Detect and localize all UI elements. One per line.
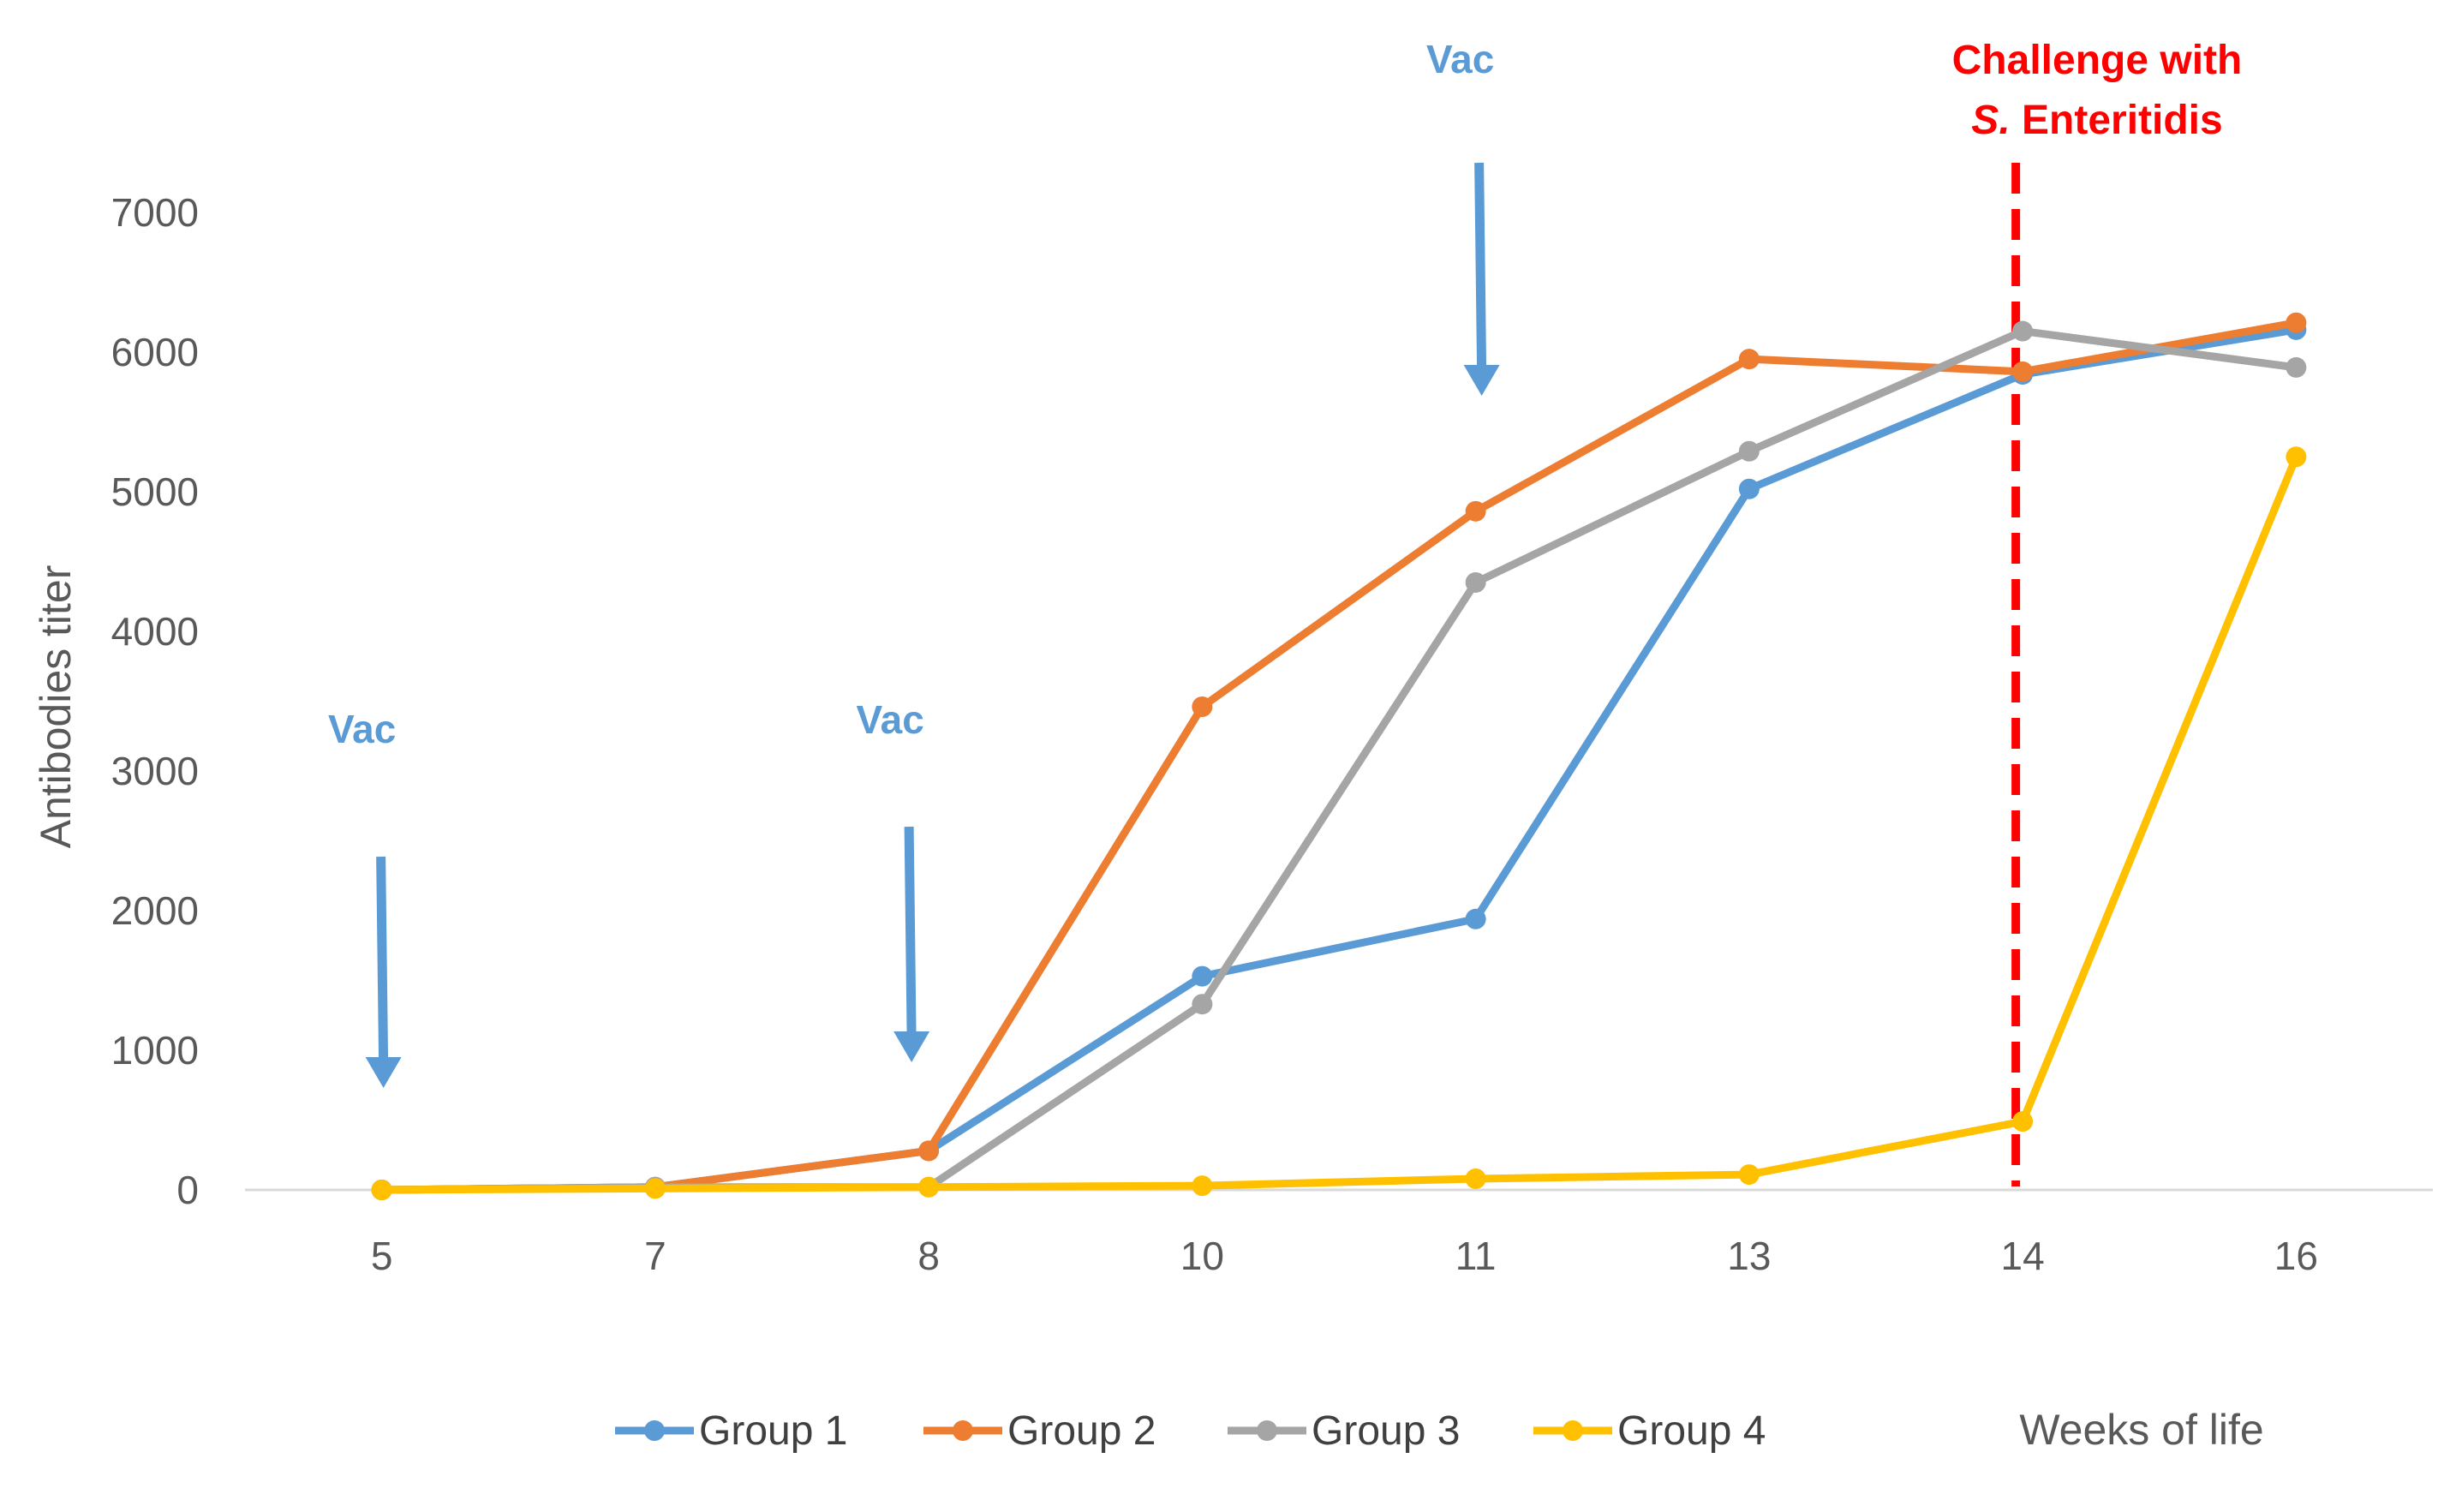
legend-item: Group 1 [615, 1408, 847, 1454]
legend-label: Group 2 [1007, 1408, 1156, 1454]
vac-arrow-shaft [1474, 162, 1487, 373]
challenge-label-line2: S. Enteritidis [1971, 98, 2222, 143]
vac-label: Vac [328, 707, 396, 751]
legend-swatch-marker [953, 1420, 973, 1441]
legend: Group 1 Group 2 Group 3 Group 4 [615, 1408, 1766, 1454]
data-point [1192, 696, 1213, 718]
data-point [1465, 1168, 1486, 1189]
challenge-label-line1: Challenge with [1952, 38, 2243, 83]
legend-swatch-marker [1563, 1420, 1583, 1441]
legend-item: Group 4 [1533, 1408, 1766, 1454]
y-tick-label: 3000 [111, 749, 199, 793]
vac-arrow-head [1463, 365, 1500, 396]
x-tick-label: 16 [2274, 1234, 2318, 1278]
data-point [1738, 440, 1760, 462]
x-tick-label: 8 [917, 1234, 940, 1278]
legend-swatch-marker [1257, 1420, 1277, 1441]
data-point [1192, 994, 1213, 1015]
x-tick-label: 5 [371, 1234, 393, 1278]
y-tick-label: 0 [176, 1168, 199, 1212]
vac-arrow-head [893, 1031, 930, 1062]
challenge-species-name: Enteritidis [2011, 98, 2223, 143]
data-point [1738, 1164, 1760, 1186]
y-tick-label: 4000 [111, 609, 199, 654]
legend-label: Group 4 [1617, 1408, 1766, 1454]
series-layer [371, 312, 2307, 1200]
data-point [2286, 356, 2307, 378]
data-point [1738, 478, 1760, 499]
data-point [1738, 349, 1760, 370]
y-tick-label: 6000 [111, 330, 199, 374]
challenge-annotation: Challenge with S. Enteritidis [1952, 38, 2243, 1186]
series-4 [371, 446, 2307, 1200]
x-axis-title: Weeks of life [2019, 1406, 2263, 1454]
data-point [2012, 320, 2034, 342]
y-tick-labels: 0 1000 2000 3000 4000 5000 6000 7000 [111, 190, 199, 1212]
series-line [378, 452, 2300, 1194]
series-line [378, 326, 2300, 1194]
vac-label: Vac [856, 697, 923, 742]
series-line [378, 327, 2300, 1194]
data-point [918, 1140, 940, 1162]
data-point [1192, 965, 1213, 987]
legend-label: Group 3 [1312, 1408, 1460, 1454]
vaccination-annotations: Vac Vac Vac [328, 37, 1500, 1088]
legend-item: Group 2 [923, 1408, 1156, 1454]
data-point [1465, 571, 1486, 593]
data-point [2012, 1111, 2034, 1133]
data-point [2012, 361, 2034, 382]
data-point [644, 1178, 666, 1199]
x-tick-labels: 5 7 8 10 11 13 14 16 [371, 1234, 2318, 1278]
y-tick-label: 2000 [111, 888, 199, 933]
legend-item: Group 3 [1228, 1408, 1460, 1454]
data-point [2286, 312, 2307, 333]
x-tick-label: 7 [644, 1234, 666, 1278]
y-tick-label: 7000 [111, 190, 199, 235]
vac-arrow-shaft [376, 856, 389, 1065]
vac-arrow-head [365, 1057, 402, 1088]
vac-arrow-shaft [904, 826, 917, 1039]
data-point [1465, 908, 1486, 929]
y-axis-title: Antibodies titer [32, 565, 80, 849]
x-tick-label: 10 [1180, 1234, 1224, 1278]
data-point [918, 1176, 940, 1198]
legend-label: Group 1 [699, 1408, 847, 1454]
x-tick-label: 14 [2001, 1234, 2045, 1278]
data-point [1465, 500, 1486, 522]
data-point [2286, 446, 2307, 468]
x-tick-label: 11 [1455, 1234, 1497, 1278]
y-tick-label: 1000 [111, 1028, 199, 1073]
vac-label: Vac [1426, 37, 1494, 81]
legend-swatch-marker [644, 1420, 665, 1441]
challenge-species-genus: S. [1971, 98, 2010, 143]
series-line [378, 319, 2300, 1194]
y-tick-label: 5000 [111, 469, 199, 514]
data-point [371, 1180, 392, 1200]
y-axis: Antibodies titer [32, 565, 80, 849]
x-tick-label: 13 [1727, 1234, 1771, 1278]
data-point [1192, 1175, 1213, 1197]
